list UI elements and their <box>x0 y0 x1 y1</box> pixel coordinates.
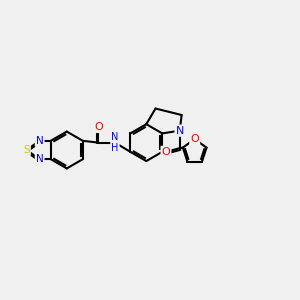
Text: N
H: N H <box>111 132 119 153</box>
Text: N: N <box>36 154 43 164</box>
Text: O: O <box>190 134 199 144</box>
Text: S: S <box>23 145 30 155</box>
Text: O: O <box>162 147 170 157</box>
Text: N: N <box>176 126 184 136</box>
Text: O: O <box>94 122 103 132</box>
Text: N: N <box>36 136 43 146</box>
